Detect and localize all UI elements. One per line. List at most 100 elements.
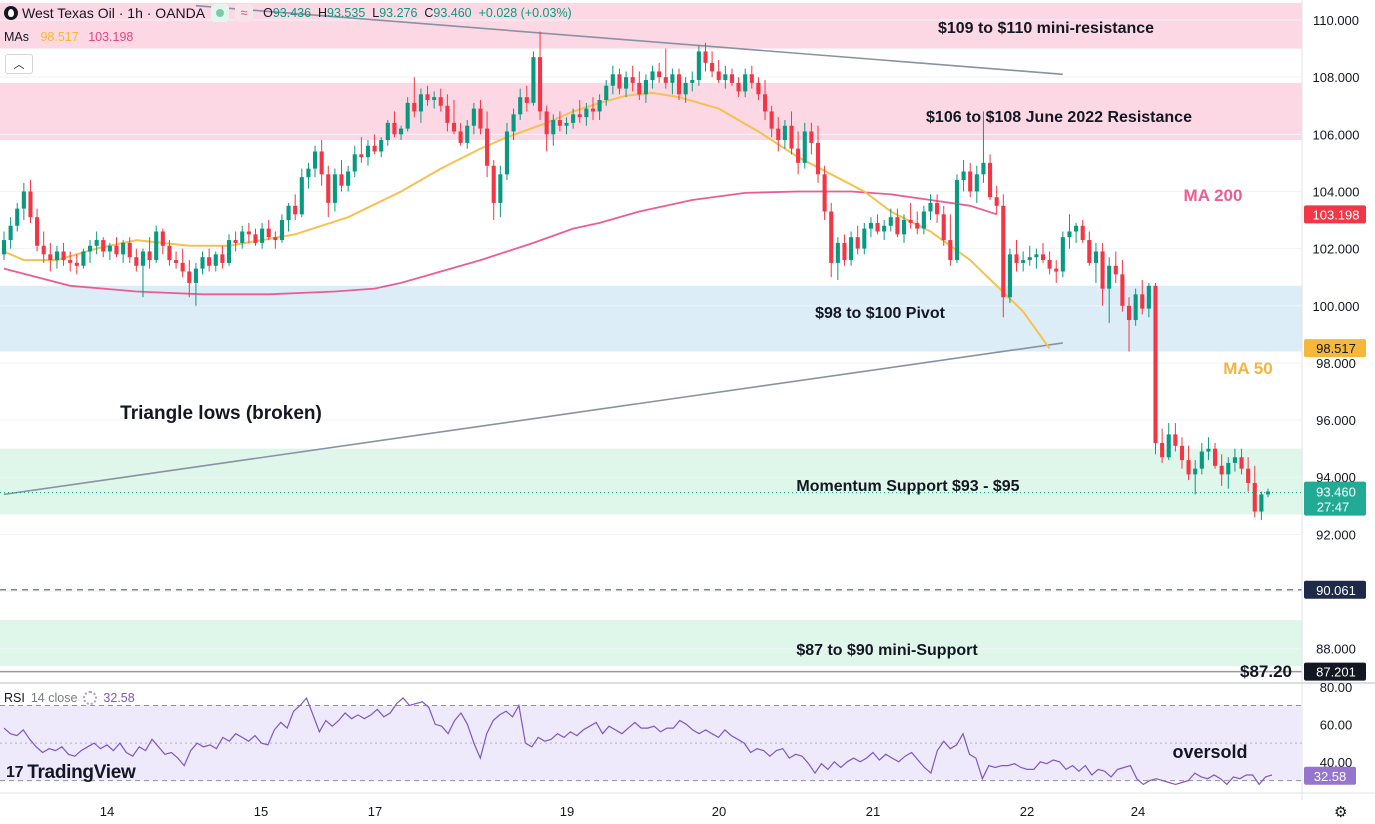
candle-body — [1186, 460, 1191, 475]
candle-body — [822, 174, 827, 212]
candle-body — [683, 82, 688, 95]
candle-body — [458, 131, 463, 143]
candle-body — [319, 151, 324, 175]
candle-body — [425, 94, 430, 101]
candle-body — [895, 217, 900, 235]
candle-body — [8, 225, 13, 241]
candle-body — [544, 111, 549, 135]
price-tick-label: 102.000 — [1313, 242, 1360, 257]
time-tick-label: 19 — [560, 804, 574, 819]
candle-body — [710, 62, 715, 72]
candle-body — [888, 217, 893, 226]
gear-icon[interactable]: ⚙ — [1334, 804, 1348, 821]
candle-body — [372, 145, 377, 152]
candle-body — [981, 162, 986, 175]
candle-body — [260, 228, 265, 243]
candle-body — [465, 125, 470, 143]
symbol-title[interactable]: West Texas Oil · 1h · OANDA — [0, 5, 205, 21]
candle-body — [789, 125, 794, 149]
candle-body — [511, 114, 516, 132]
candle-body — [604, 85, 609, 101]
candle-body — [1093, 251, 1098, 263]
wave-icon[interactable]: ≈ — [235, 4, 254, 22]
candle-body — [796, 148, 801, 163]
price-tick-label: 104.000 — [1313, 184, 1360, 199]
level-90-price-tag: 90.061 — [1316, 583, 1356, 598]
candle-body — [478, 108, 483, 129]
candle-body — [299, 177, 304, 215]
candle-body — [346, 171, 351, 186]
high-value: 93.535 — [327, 6, 366, 20]
candle-body — [127, 242, 132, 258]
candle-body — [28, 191, 33, 218]
rsi-tick-label: 40.00 — [1320, 755, 1353, 770]
candle-body — [1239, 457, 1244, 469]
candle-body — [564, 122, 569, 126]
candle-body — [160, 231, 165, 246]
last-price-tag-bg — [1304, 481, 1366, 516]
candle-body — [551, 120, 556, 135]
candle-body — [716, 71, 721, 81]
candle-body — [1067, 231, 1072, 238]
rsi-value-tag: 32.58 — [1314, 769, 1347, 784]
candle-body — [114, 245, 119, 255]
candle-body — [703, 51, 708, 63]
open-label: O — [263, 6, 273, 20]
candle-body — [968, 171, 973, 192]
candle-body — [921, 211, 926, 229]
zone-3 — [0, 448, 1302, 515]
price-tick-label: 108.000 — [1313, 70, 1360, 85]
candle-body — [1259, 494, 1264, 512]
oil-drop-icon — [4, 6, 18, 20]
candle-body — [504, 131, 510, 175]
candle-body — [399, 128, 404, 135]
candle-body — [412, 102, 417, 112]
level-87-price-tag-bg — [1304, 662, 1366, 681]
candle-body — [835, 242, 840, 263]
rsi-legend[interactable]: RSI 14 close 32.58 — [4, 691, 135, 705]
candle-body — [657, 71, 662, 78]
candle-body — [1100, 251, 1105, 289]
candle-body — [875, 222, 880, 232]
ma50-price-tag: 98.517 — [1316, 341, 1356, 356]
ohlc-values: O93.436 H93.535 L93.276 C93.460 +0.028 (… — [263, 6, 572, 20]
level-87-price-tag: 87.201 — [1316, 665, 1356, 680]
candle-body — [954, 180, 960, 261]
candle-body — [339, 174, 344, 186]
candle-body — [61, 251, 66, 261]
candle-body — [35, 217, 40, 246]
candle-body — [743, 74, 748, 92]
tradingview-logo[interactable]: 17 TradingView — [6, 762, 136, 784]
time-tick-label: 22 — [1020, 804, 1034, 819]
candle-body — [736, 82, 741, 92]
candle-body — [868, 222, 873, 229]
ma50-price-tag-bg — [1304, 339, 1366, 358]
candle-body — [676, 74, 682, 95]
moving-averages-legend[interactable]: MAs 98.517 103.198 — [4, 30, 133, 44]
candle-body — [670, 74, 675, 83]
candle-body — [571, 114, 576, 123]
candle-body — [590, 108, 596, 112]
price-tick-label: 88.000 — [1316, 642, 1356, 657]
candle-body — [352, 154, 357, 172]
candle-body — [1193, 468, 1198, 475]
symbol-label: West Texas Oil · 1h · OANDA — [22, 5, 206, 21]
candle-body — [723, 74, 728, 81]
level-90-price-tag-bg — [1304, 580, 1366, 599]
candle-body — [491, 165, 496, 203]
collapse-legend-button[interactable]: ︿ — [5, 54, 33, 74]
candle-body — [147, 251, 152, 261]
candle-body — [233, 240, 238, 243]
candle-body — [293, 205, 298, 215]
candle-body — [855, 237, 860, 249]
candle-body — [21, 191, 26, 209]
candle-body — [928, 202, 933, 212]
candle-body — [279, 220, 284, 241]
rsi-params: 14 close — [30, 691, 78, 705]
market-status-icon[interactable] — [211, 4, 230, 22]
countdown-tag: 27:47 — [1317, 500, 1350, 515]
low-label: L — [372, 6, 380, 20]
candle-body — [762, 94, 768, 112]
candle-body — [326, 174, 331, 203]
